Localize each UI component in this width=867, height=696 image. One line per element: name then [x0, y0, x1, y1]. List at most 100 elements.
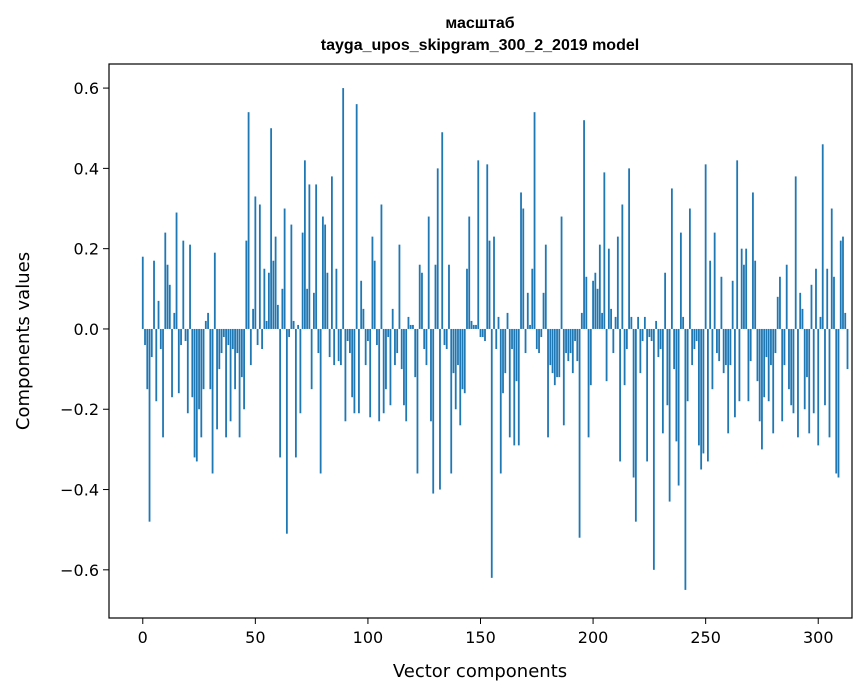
bar-224: [646, 328, 649, 462]
bar-3: [148, 328, 151, 522]
bar-107: [382, 328, 385, 414]
bar-48: [249, 328, 252, 366]
bar-123: [418, 264, 421, 329]
x-tick-label: 100: [353, 628, 384, 647]
x-axis-label: Vector components: [393, 661, 567, 682]
bar-216: [628, 168, 630, 329]
bar-47: [247, 112, 250, 329]
bar-178: [542, 292, 545, 329]
chart-title: масштаб: [445, 15, 514, 32]
bar-62: [281, 288, 284, 329]
bar-90: [344, 328, 347, 422]
bar-52: [258, 204, 261, 329]
bar-101: [369, 328, 372, 418]
bar-127: [427, 216, 430, 329]
bar-171: [526, 292, 529, 329]
bar-82: [326, 272, 329, 329]
bar-173: [531, 268, 534, 329]
bar-233: [666, 328, 669, 406]
bar-235: [670, 188, 673, 329]
bar-26: [200, 328, 203, 438]
bar-74: [308, 184, 311, 329]
x-tick-label: 300: [803, 628, 834, 647]
bar-35: [220, 328, 223, 354]
bar-162: [506, 312, 509, 329]
bar-102: [371, 236, 374, 329]
chart-subtitle: tayga_upos_skipgram_300_2_2019 model: [321, 37, 639, 54]
bar-266: [740, 248, 743, 329]
bar-154: [488, 240, 491, 329]
bar-190: [569, 328, 572, 354]
bar-65: [288, 328, 291, 337]
x-tick-label: 200: [578, 628, 609, 647]
bar-276: [763, 328, 766, 398]
bar-180: [547, 328, 549, 438]
bar-294: [803, 328, 806, 410]
bar-237: [675, 328, 678, 442]
bar-262: [731, 280, 734, 329]
bar-226: [650, 328, 653, 341]
bar-104: [376, 328, 378, 346]
bar-58: [272, 260, 275, 329]
bar-193: [576, 328, 579, 362]
bar-36: [222, 328, 225, 337]
bar-201: [594, 272, 597, 329]
bar-19: [184, 328, 187, 341]
bar-77: [315, 184, 318, 329]
bar-6: [155, 328, 158, 402]
bar-56: [267, 272, 270, 329]
bar-251: [707, 328, 709, 462]
bar-217: [630, 316, 633, 329]
bar-206: [605, 328, 608, 382]
bar-100: [367, 328, 369, 341]
bar-299: [815, 268, 817, 329]
bar-18: [182, 240, 185, 329]
bar-231: [661, 328, 664, 434]
bar-71: [301, 232, 304, 329]
bar-144: [466, 268, 468, 329]
bar-257: [720, 276, 723, 329]
bar-41: [234, 328, 236, 390]
bar-33: [216, 328, 218, 430]
bar-209: [612, 328, 615, 354]
x-axis-ticks: 0 50 100 150 200 250 300: [138, 618, 834, 647]
bar-313: [846, 328, 849, 370]
bar-42: [236, 328, 239, 354]
bar-59: [274, 236, 277, 329]
bar-221: [639, 328, 642, 374]
bar-196: [583, 120, 585, 329]
bar-238: [677, 328, 680, 486]
bar-76: [312, 292, 315, 329]
bar-44: [240, 328, 243, 378]
bar-46: [245, 240, 248, 329]
bar-10: [164, 232, 167, 329]
bar-267: [743, 264, 745, 329]
bar-110: [389, 328, 392, 406]
bar-244: [691, 328, 694, 366]
bar-157: [495, 328, 498, 350]
bar-45: [243, 328, 245, 410]
bar-116: [403, 328, 405, 406]
bar-167: [517, 328, 520, 446]
bar-152: [484, 328, 486, 341]
bar-219: [634, 328, 637, 522]
bar-28: [204, 320, 207, 329]
bar-4: [150, 328, 153, 358]
bar-249: [702, 328, 705, 454]
bar-212: [619, 328, 621, 462]
bar-22: [191, 328, 194, 398]
bar-215: [625, 328, 628, 350]
bar-16: [177, 328, 180, 394]
bar-109: [387, 328, 390, 337]
bar-49: [252, 308, 254, 329]
bar-143: [463, 328, 466, 394]
bar-259: [725, 328, 727, 366]
bar-81: [324, 224, 327, 329]
bar-223: [643, 316, 646, 329]
bar-25: [198, 328, 200, 410]
bar-138: [452, 328, 455, 374]
bar-308: [835, 328, 838, 474]
bar-253: [711, 328, 714, 390]
bar-84: [331, 176, 333, 329]
bar-168: [520, 192, 522, 329]
